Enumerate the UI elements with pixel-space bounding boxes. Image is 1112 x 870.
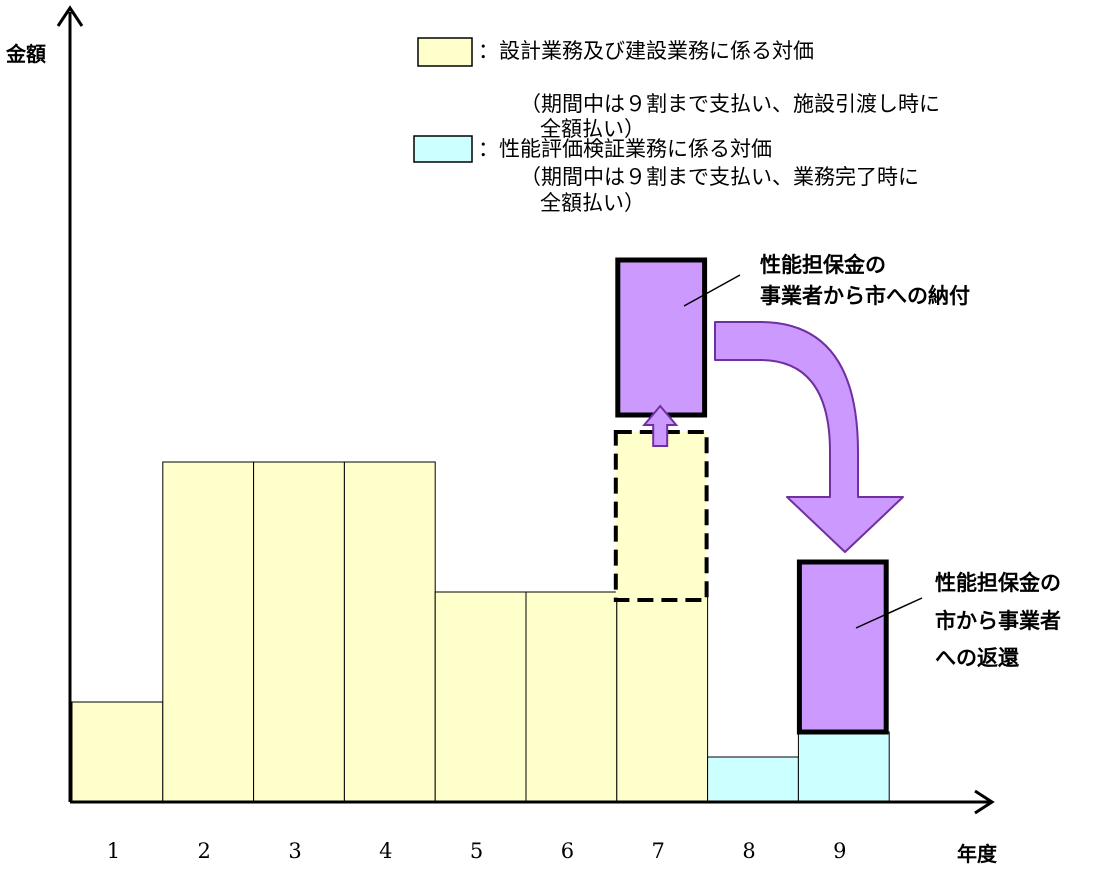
x-tick-1: 1 xyxy=(107,839,120,863)
legend-label-evaluation: ：性能評価検証業務に係る対価 xyxy=(478,137,772,161)
legend-swatch-design-build xyxy=(417,37,473,67)
bars-group xyxy=(71,461,890,803)
legend-note-design-build-1: （期間中は９割まで支払い、施設引渡し時に xyxy=(520,92,940,116)
y-axis-arrow-icon xyxy=(56,5,84,27)
bar-year-8-evaluation xyxy=(707,756,799,803)
x-tick-6: 6 xyxy=(561,839,574,863)
deposit-dashed-box xyxy=(613,430,709,602)
x-tick-9: 9 xyxy=(833,839,846,863)
bar-year-5-design-build xyxy=(434,591,527,803)
refund-callout-1: 性能担保金の xyxy=(935,571,1061,595)
legend-note-evaluation-1: （期間中は９割まで支払い、業務完了時に xyxy=(520,165,919,189)
legend-note-evaluation-2: 全額払い） xyxy=(540,191,645,215)
curved-arrow-icon xyxy=(714,321,904,553)
deposit-callout-1: 性能担保金の xyxy=(760,253,886,277)
x-tick-8: 8 xyxy=(742,839,755,863)
legend-note-design-build-2: 全額払い） xyxy=(540,117,645,141)
deposit-callout-2: 事業者から市への納付 xyxy=(760,284,970,308)
refund-guarantee-box xyxy=(796,559,889,735)
bar-year-6-design-build xyxy=(525,591,618,803)
refund-callout-2: 市から事業者 xyxy=(935,609,1061,633)
legend-swatch-evaluation xyxy=(413,135,473,163)
x-tick-5: 5 xyxy=(470,839,483,863)
x-tick-labels: 1 2 3 4 5 6 7 8 9 xyxy=(107,839,847,863)
bar-year-9-evaluation xyxy=(797,731,890,803)
legend: ：設計業務及び建設業務に係る対価 （期間中は９割まで支払い、施設引渡し時に 全額… xyxy=(413,37,940,215)
up-arrow-icon xyxy=(642,404,679,447)
x-tick-4: 4 xyxy=(379,839,392,863)
deposit-callout-line xyxy=(683,274,741,307)
refund-callout-3: への返還 xyxy=(935,646,1020,670)
y-axis-label: 金額 xyxy=(5,42,46,66)
x-tick-2: 2 xyxy=(198,839,211,863)
deposit-guarantee-box xyxy=(615,257,708,418)
bar-year-7-design-build xyxy=(616,591,709,803)
x-tick-7: 7 xyxy=(652,839,665,863)
deposit-group xyxy=(613,257,709,602)
x-tick-3: 3 xyxy=(288,839,301,863)
bar-year-3-design-build xyxy=(253,461,345,803)
bar-year-1-design-build xyxy=(71,701,164,803)
legend-label-design-build: ：設計業務及び建設業務に係る対価 xyxy=(478,39,814,63)
axes xyxy=(56,5,995,815)
bar-year-4-design-build xyxy=(343,461,436,803)
refund-callout-line xyxy=(855,597,923,629)
x-axis-arrow-icon xyxy=(974,789,995,815)
bar-year-2-design-build xyxy=(162,461,255,803)
x-axis-label: 年度 xyxy=(957,842,998,866)
